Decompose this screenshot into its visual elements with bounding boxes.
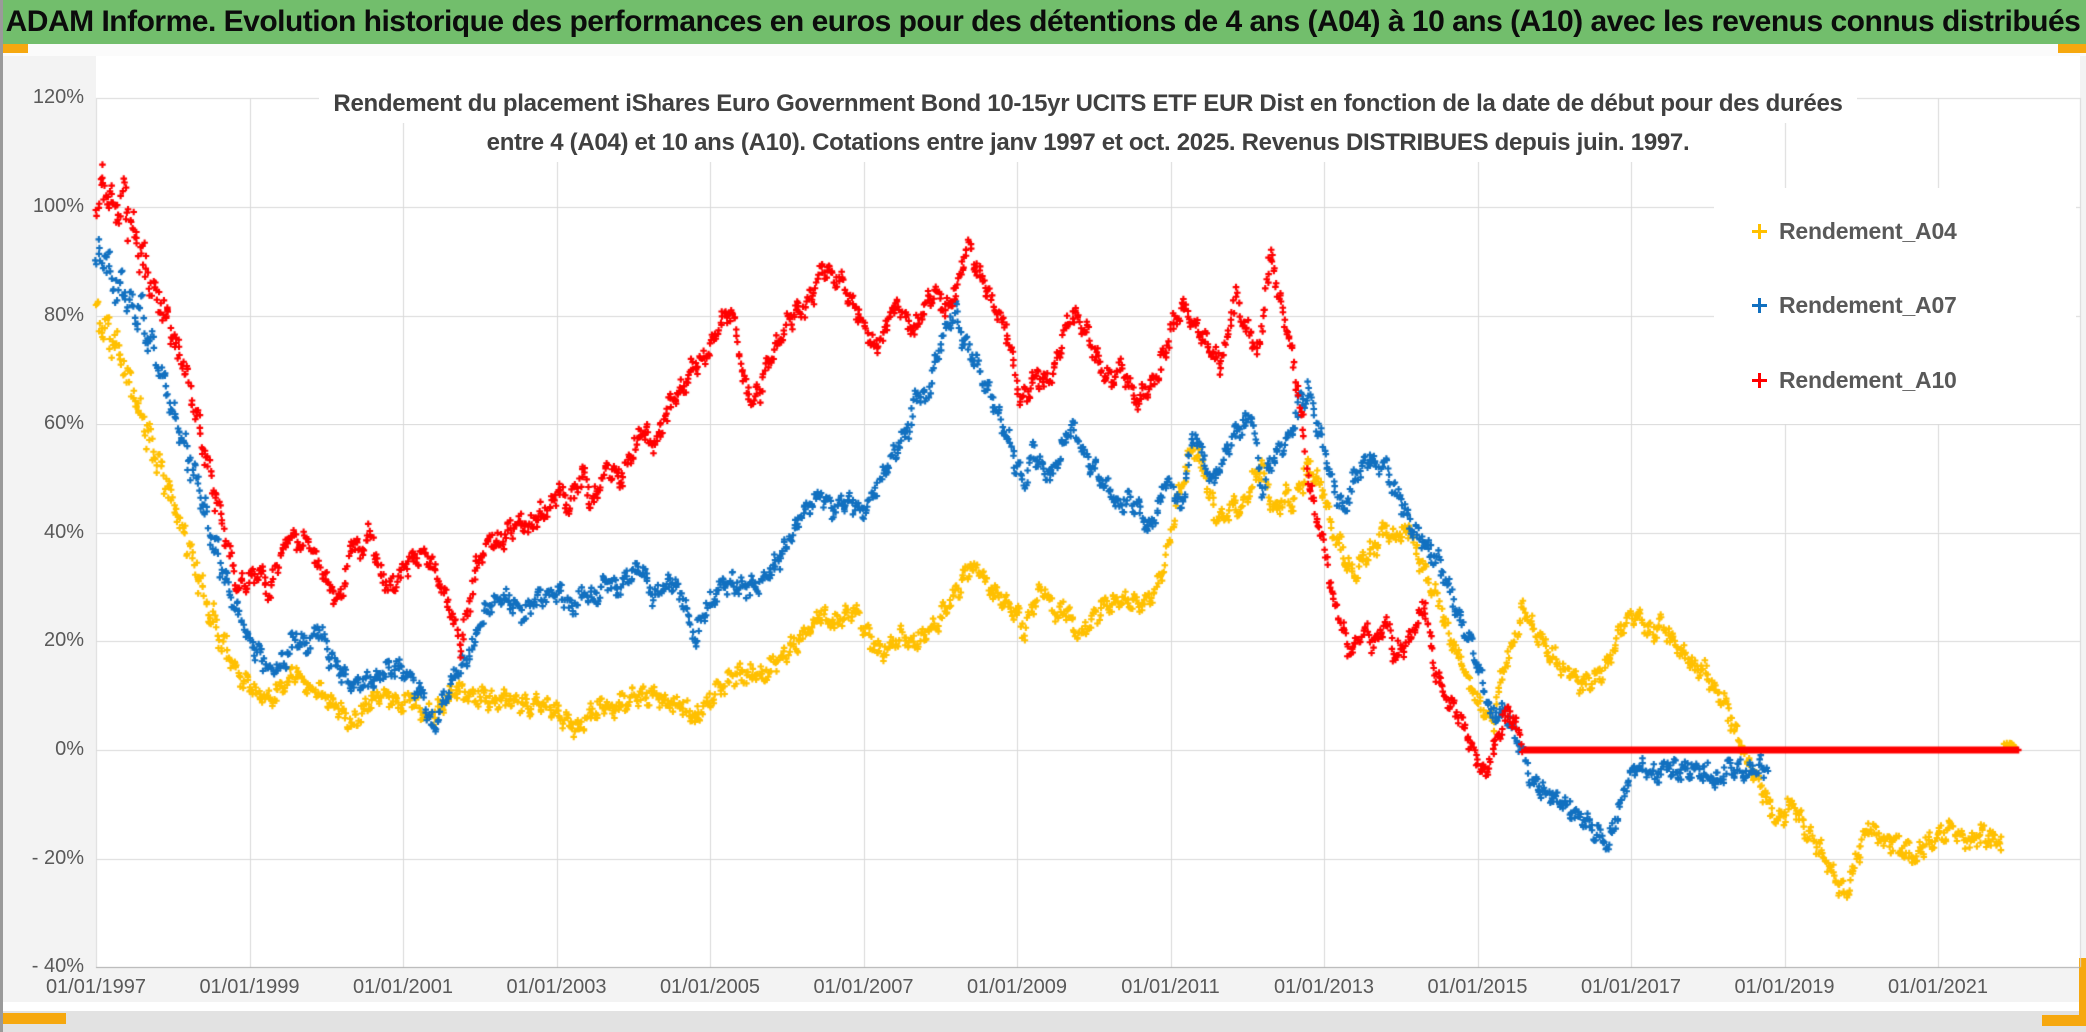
x-axis-tick: 01/01/2011 bbox=[1121, 976, 1220, 998]
window-title: ADAM Informe. Evolution historique des p… bbox=[5, 5, 2081, 38]
accent-top-left bbox=[0, 44, 28, 53]
legend-item: Rendement_A07 bbox=[1714, 292, 2076, 319]
y-axis-tick: 100% bbox=[32, 195, 84, 217]
x-axis-tick: 01/01/2007 bbox=[813, 976, 914, 998]
y-axis-tick: 80% bbox=[43, 303, 84, 326]
x-axis-tick: 01/01/2015 bbox=[1427, 976, 1528, 998]
x-axis-tick: 01/01/2017 bbox=[1580, 976, 1682, 998]
y-axis-tick: 120% bbox=[32, 86, 84, 109]
x-axis-tick: 01/01/2005 bbox=[659, 976, 761, 998]
header-bar: ADAM Informe. Evolution historique des p… bbox=[0, 0, 2086, 44]
window-left-border bbox=[0, 0, 3, 1032]
plus-marker-icon bbox=[1752, 298, 1767, 314]
footer-strip bbox=[0, 1011, 2086, 1032]
header-gap bbox=[0, 44, 2086, 56]
chart-title: Rendement du placement iShares Euro Gove… bbox=[96, 84, 2080, 162]
y-axis-tick: - 20% bbox=[31, 846, 84, 869]
x-axis-tick: 01/01/2021 bbox=[1887, 976, 1989, 998]
accent-bottom-left bbox=[0, 1013, 66, 1024]
legend-item: Rendement_A10 bbox=[1714, 367, 2076, 394]
y-axis-tick: 60% bbox=[43, 412, 84, 435]
accent-top-right bbox=[2058, 44, 2086, 53]
chart-title-line2: entre 4 (A04) et 10 ans (A10). Cotations… bbox=[472, 123, 1704, 162]
x-axis-tick: 01/01/2001 bbox=[352, 976, 454, 998]
x-axis-tick: 01/01/2013 bbox=[1273, 976, 1375, 998]
x-axis-tick: 01/01/2003 bbox=[506, 976, 607, 998]
x-axis-tick: 01/01/1999 bbox=[199, 976, 300, 998]
legend-label: Rendement_A04 bbox=[1779, 217, 1957, 244]
y-axis-tick: - 40% bbox=[31, 955, 84, 978]
accent-bottom-right bbox=[2042, 1015, 2086, 1026]
plus-marker-icon bbox=[1752, 373, 1767, 389]
x-axis-tick: 01/01/2019 bbox=[1734, 976, 1835, 998]
legend: Rendement_A04 Rendement_A07 Rendement_A10 bbox=[1714, 188, 2076, 424]
legend-label: Rendement_A10 bbox=[1779, 367, 1957, 394]
y-axis-tick: 20% bbox=[43, 629, 84, 652]
x-axis-tick: 01/01/2009 bbox=[966, 976, 1068, 998]
y-axis-tick: 0% bbox=[55, 738, 84, 760]
legend-item: Rendement_A04 bbox=[1714, 218, 2076, 245]
x-axis-tick: 01/01/1997 bbox=[45, 976, 147, 998]
footer-strip-light bbox=[0, 1002, 2086, 1011]
legend-label: Rendement_A07 bbox=[1779, 292, 1957, 319]
chart-title-line1: Rendement du placement iShares Euro Gove… bbox=[319, 84, 1857, 123]
y-axis-tick: 40% bbox=[43, 520, 84, 543]
plus-marker-icon bbox=[1752, 223, 1767, 239]
